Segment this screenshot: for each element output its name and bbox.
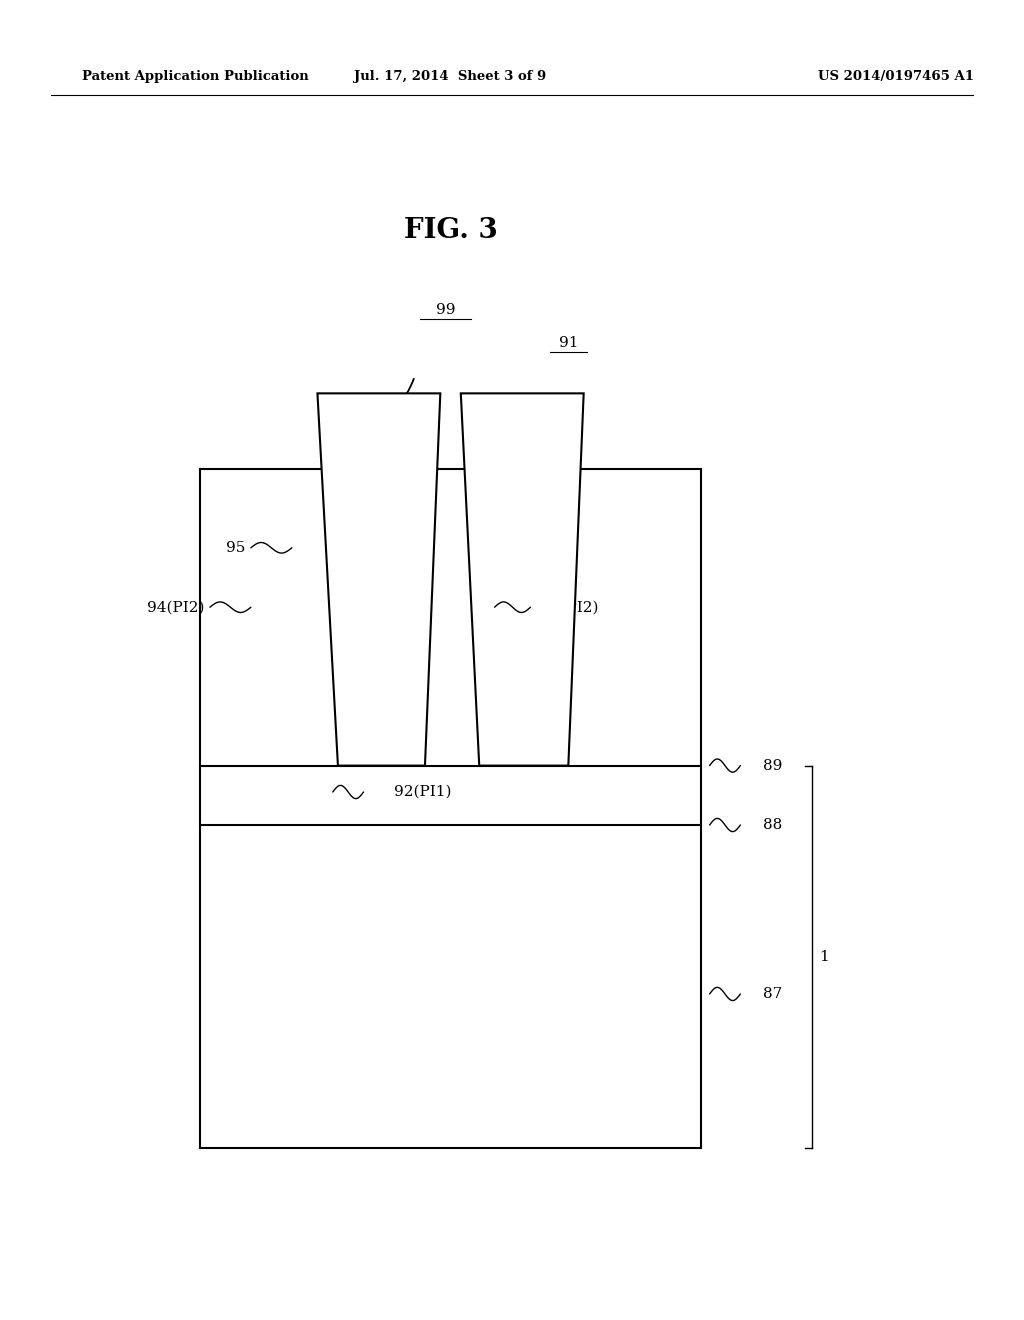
Polygon shape: [317, 393, 440, 766]
Polygon shape: [461, 393, 584, 766]
Text: 94(PI2): 94(PI2): [541, 601, 598, 614]
Text: 99: 99: [435, 302, 456, 317]
Text: US 2014/0197465 A1: US 2014/0197465 A1: [818, 70, 974, 83]
Text: 92(PI1): 92(PI1): [394, 785, 452, 799]
Text: 94(PI2): 94(PI2): [147, 601, 205, 614]
Text: Patent Application Publication: Patent Application Publication: [82, 70, 308, 83]
Text: 88: 88: [763, 818, 782, 832]
Text: 91: 91: [558, 335, 579, 350]
Text: 1: 1: [819, 950, 829, 964]
Text: 95: 95: [226, 541, 246, 554]
Text: 89: 89: [763, 759, 782, 772]
Text: FIG. 3: FIG. 3: [403, 218, 498, 244]
Text: 87: 87: [763, 987, 782, 1001]
Text: Jul. 17, 2014  Sheet 3 of 9: Jul. 17, 2014 Sheet 3 of 9: [354, 70, 547, 83]
